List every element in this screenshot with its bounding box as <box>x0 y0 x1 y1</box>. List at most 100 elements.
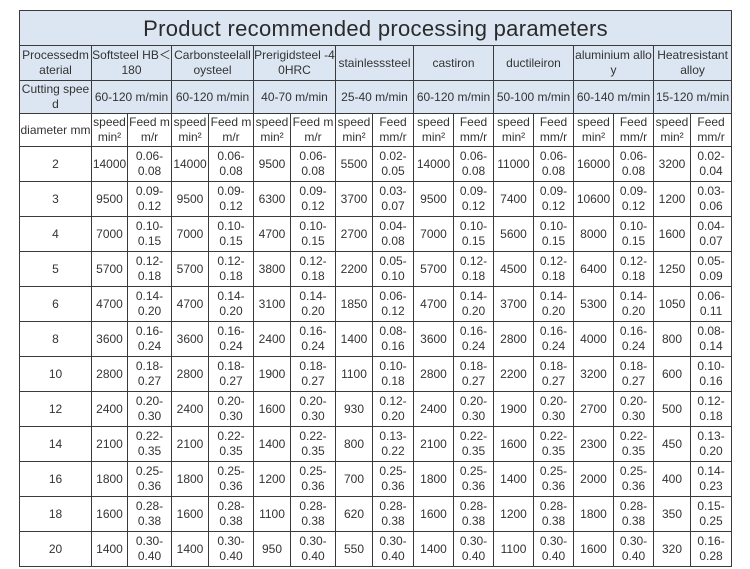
feed-cell: 0.18-0.27 <box>208 356 254 392</box>
feed-cell: 0.09-0.12 <box>453 181 494 217</box>
diameter-cell-text: 12 <box>48 401 63 416</box>
speed-cell: 2200 <box>335 251 373 287</box>
speed-cell: 3200 <box>573 356 614 392</box>
speed-cell-text: 930 <box>343 401 365 416</box>
feed-cell-text: 0.18-0.27 <box>619 359 648 388</box>
speed-cell: 1050 <box>653 286 691 322</box>
speed-cell-text: 1800 <box>96 471 123 486</box>
speed-cell: 1600 <box>573 531 614 567</box>
feed-cell-text: 0.12-0.18 <box>217 254 245 283</box>
feed-cell: 0.22-0.35 <box>208 426 254 462</box>
speed-cell-text: 14000 <box>173 156 207 171</box>
speed-cell-text: 320 <box>661 541 683 556</box>
material-name-1-text: Carbonsteelalloysteel <box>174 48 251 77</box>
speed-cell-text: 4500 <box>500 261 527 276</box>
feed-cell-text: 0.06-0.08 <box>135 149 164 178</box>
speed-cell-text: 1100 <box>341 366 367 381</box>
speed-cell-text: 2800 <box>420 366 447 381</box>
speed-cell: 7000 <box>91 216 128 252</box>
speed-cell: 7000 <box>413 216 454 252</box>
speed-cell: 2000 <box>573 461 614 497</box>
feed-column-header-text: Feed mm/r <box>210 115 252 144</box>
diameter-cell: 6 <box>19 286 92 322</box>
feed-cell: 0.18-0.27 <box>613 356 654 392</box>
feed-cell-text: 0.16-0.24 <box>135 324 164 353</box>
material-name-2-text: Prerigidsteel -40HRC <box>254 48 335 77</box>
feed-cell-text: 0.16-0.24 <box>217 324 245 353</box>
feed-cell: 0.28-0.38 <box>208 496 254 532</box>
diameter-cell: 14 <box>19 426 92 462</box>
speed-cell-text: 2100 <box>420 436 447 451</box>
feed-cell-text: 0.13-0.22 <box>379 429 407 458</box>
feed-cell: 0.12-0.20 <box>372 391 414 427</box>
speed-cell-text: 2400 <box>96 401 123 416</box>
speed-cell-text: 1200 <box>658 191 686 206</box>
speed-column-header: speed min² <box>253 113 291 147</box>
speed-cell: 7000 <box>171 216 209 252</box>
feed-cell: 0.28-0.38 <box>127 496 172 532</box>
speed-cell-text: 2700 <box>580 401 607 416</box>
speed-cell-text: 9500 <box>420 191 447 206</box>
feed-cell-text: 0.09-0.12 <box>459 184 488 213</box>
material-header-label: Processedmaterial <box>19 45 92 81</box>
table-row: 20 1400 0.30-0.40 1400 0.30-0.40 950 0.30-0.40… <box>19 531 733 567</box>
feed-cell: 0.22-0.35 <box>290 426 336 462</box>
speed-cell: 500 <box>653 391 691 427</box>
feed-cell: 0.06-0.08 <box>208 146 254 182</box>
feed-cell-text: 0.09-0.12 <box>539 184 568 213</box>
feed-cell-text: 0.25-0.36 <box>135 464 164 493</box>
speed-cell-text: 3100 <box>258 296 286 311</box>
speed-cell-text: 14000 <box>92 156 127 171</box>
diameter-cell-text: 10 <box>48 366 63 381</box>
speed-cell-text: 4000 <box>580 331 607 346</box>
speed-cell: 6400 <box>573 251 614 287</box>
feed-cell: 0.09-0.12 <box>533 181 574 217</box>
speed-column-header: speed min² <box>171 113 209 147</box>
feed-cell-text: 0.15-0.25 <box>697 499 725 528</box>
material-name-4: castiron <box>413 45 494 81</box>
feed-cell-text: 0.22-0.35 <box>459 429 488 458</box>
speed-cell: 5600 <box>493 216 534 252</box>
material-name-7: Heatresistant alloy <box>652 45 733 81</box>
feed-cell: 0.08-0.16 <box>372 321 414 357</box>
feed-cell: 0.25-0.36 <box>613 461 654 497</box>
feed-cell-text: 0.09-0.12 <box>135 184 164 213</box>
speed-cell: 1800 <box>171 461 209 497</box>
feed-cell: 0.22-0.35 <box>453 426 494 462</box>
speed-cell-text: 3600 <box>420 331 447 346</box>
feed-cell-text: 0.20-0.30 <box>217 394 245 423</box>
speed-cell-text: 950 <box>261 541 283 556</box>
feed-cell-text: 0.22-0.35 <box>619 429 648 458</box>
speed-cell: 3600 <box>171 321 209 357</box>
feed-cell-text: 0.25-0.36 <box>459 464 488 493</box>
feed-cell: 0.04-0.07 <box>689 216 733 252</box>
feed-cell: 0.14-0.20 <box>208 286 254 322</box>
speed-cell-text: 700 <box>343 471 365 486</box>
speed-cell: 1200 <box>253 461 291 497</box>
speed-cell: 2700 <box>335 216 373 252</box>
material-name-5-text: ductileiron <box>506 55 561 70</box>
speed-cell: 5500 <box>335 146 373 182</box>
feed-cell: 0.22-0.35 <box>533 426 574 462</box>
speed-cell-text: 5700 <box>96 261 123 276</box>
feed-cell-text: 0.06-0.12 <box>379 289 407 318</box>
table-row: 12 2400 0.20-0.30 2400 0.20-0.30 1600 0.20-0.3… <box>19 391 733 427</box>
speed-cell: 5700 <box>413 251 454 287</box>
speed-cell-text: 9500 <box>176 191 204 206</box>
feed-cell-text: 0.09-0.12 <box>619 184 648 213</box>
speed-cell-text: 1400 <box>340 331 368 346</box>
speed-cell: 1200 <box>493 496 534 532</box>
feed-cell: 0.13-0.22 <box>372 426 414 462</box>
feed-cell: 0.18-0.27 <box>127 356 172 392</box>
speed-cell-text: 2800 <box>96 366 123 381</box>
feed-cell: 0.03-0.07 <box>372 181 414 217</box>
speed-column-header-text: speed min² <box>497 115 530 144</box>
speed-column-header: speed min² <box>335 113 373 147</box>
speed-cell-text: 6300 <box>258 191 286 206</box>
speed-cell-text: 2300 <box>580 436 607 451</box>
speed-cell: 1600 <box>413 496 454 532</box>
material-name-2: Prerigidsteel -40HRC <box>253 45 336 81</box>
speed-cell-text: 10600 <box>576 191 611 206</box>
speed-cell: 2800 <box>171 356 209 392</box>
feed-cell-text: 0.25-0.36 <box>217 464 245 493</box>
